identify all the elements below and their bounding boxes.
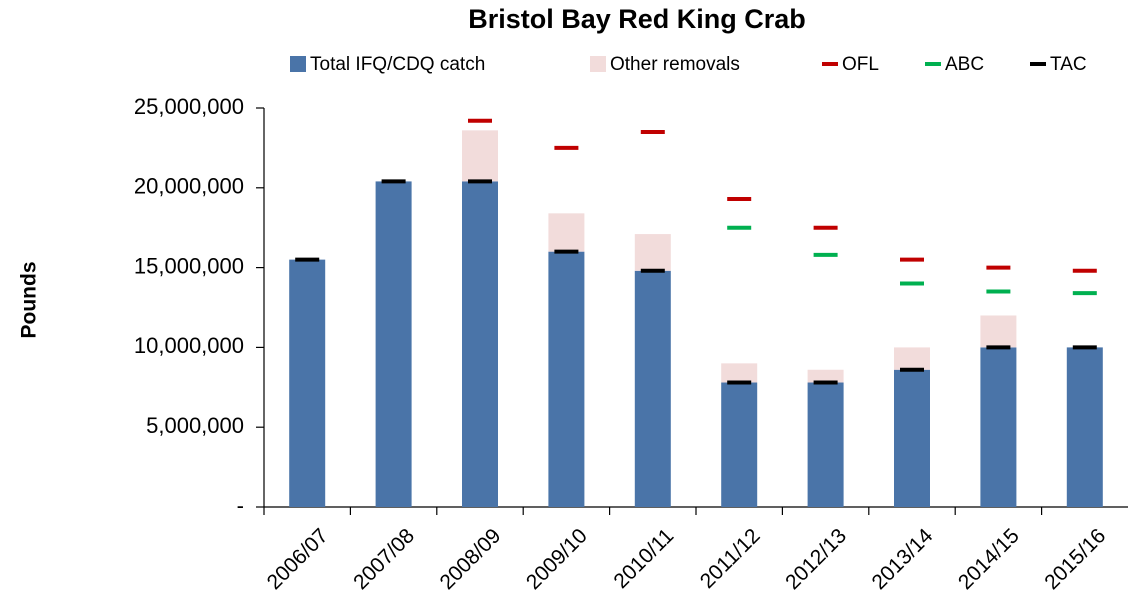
bar [462,181,498,507]
y-tick-label: 5,000,000 [146,413,244,438]
y-tick-label: 15,000,000 [134,253,244,278]
y-tick-label: 20,000,000 [134,174,244,199]
bar [807,369,844,383]
legend-label: TAC [1050,54,1087,75]
bar [807,382,844,507]
y-tick-label: - [237,493,244,518]
y-axis-label: Pounds [18,262,41,339]
chart-title: Bristol Bay Red King Crab [468,4,806,34]
bar [894,347,930,370]
y-tick-label: 10,000,000 [134,333,244,358]
bar [375,181,412,507]
bar [634,234,671,271]
bar [548,213,585,252]
bar [634,270,671,507]
bar [1066,347,1103,507]
legend-label: OFL [842,54,879,75]
legend-label: ABC [945,54,984,75]
legend-label: Other removals [610,54,740,75]
bar [721,382,758,507]
bar [980,347,1017,507]
y-tick-label: 25,000,000 [134,94,244,119]
legend-label: Total IFQ/CDQ catch [310,54,485,75]
bar [894,369,930,507]
bar [721,363,758,383]
bar [980,315,1017,348]
bar [462,130,498,182]
bar [289,259,326,507]
legend-swatch [590,56,606,72]
bar [548,251,585,507]
legend-swatch [290,56,306,72]
